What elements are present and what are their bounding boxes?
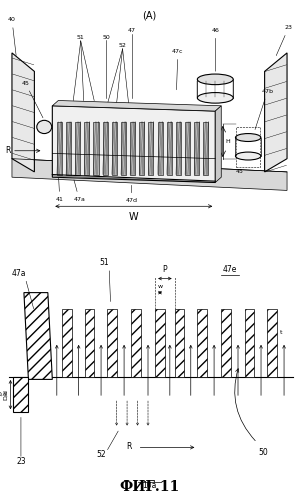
Text: H: H	[226, 139, 231, 144]
Bar	[139, 122, 144, 175]
Bar	[103, 122, 108, 175]
Text: D,d: D,d	[0, 392, 7, 397]
Text: P: P	[163, 265, 167, 274]
Text: 50: 50	[102, 34, 110, 40]
Bar	[267, 309, 277, 377]
Circle shape	[37, 120, 52, 134]
Bar	[158, 122, 163, 175]
Text: 23: 23	[16, 457, 26, 466]
Bar	[203, 122, 208, 175]
Text: D,d: D,d	[4, 389, 8, 400]
Bar	[194, 122, 199, 175]
Text: 52: 52	[97, 450, 106, 459]
Bar	[197, 309, 207, 377]
Text: 41: 41	[56, 175, 64, 202]
Bar	[221, 309, 231, 377]
Text: t: t	[280, 330, 282, 335]
Text: 51: 51	[77, 34, 85, 40]
Text: R: R	[126, 442, 132, 451]
Text: 45: 45	[22, 81, 43, 118]
Bar	[75, 122, 80, 175]
Text: 52: 52	[119, 42, 126, 47]
Bar	[57, 122, 62, 175]
Bar	[66, 122, 71, 175]
Text: 47c: 47c	[172, 49, 184, 90]
Text: 51: 51	[100, 258, 109, 267]
Bar	[185, 122, 190, 175]
Bar	[93, 122, 99, 175]
Ellipse shape	[235, 134, 261, 142]
Polygon shape	[215, 106, 221, 183]
Text: 47d: 47d	[126, 185, 138, 203]
Polygon shape	[52, 106, 215, 183]
Ellipse shape	[197, 74, 233, 85]
Bar	[62, 309, 72, 377]
Text: 47: 47	[128, 28, 135, 33]
Bar	[148, 122, 153, 175]
Text: W: W	[129, 212, 139, 222]
Text: R: R	[5, 146, 10, 155]
Polygon shape	[12, 159, 287, 191]
Text: ФИГ.11: ФИГ.11	[119, 481, 180, 495]
Text: 23: 23	[276, 25, 292, 56]
Polygon shape	[24, 292, 52, 379]
Bar	[131, 309, 141, 377]
Bar	[85, 309, 94, 377]
Ellipse shape	[197, 93, 233, 103]
Text: 47a: 47a	[73, 180, 85, 202]
Bar	[130, 122, 135, 175]
Text: (A): (A)	[142, 10, 157, 20]
Bar	[176, 122, 181, 175]
Bar	[245, 309, 254, 377]
Text: 47b: 47b	[255, 88, 274, 130]
Bar	[112, 122, 117, 175]
Text: 47a: 47a	[12, 269, 26, 278]
Text: 47e: 47e	[223, 265, 237, 274]
Text: 45: 45	[235, 169, 243, 174]
Text: 40: 40	[8, 17, 16, 55]
Text: 46: 46	[211, 28, 219, 71]
Text: 50: 50	[258, 448, 268, 457]
Text: 10a: 10a	[142, 482, 157, 491]
Polygon shape	[12, 53, 34, 172]
Polygon shape	[13, 377, 28, 412]
Bar	[167, 122, 172, 175]
Bar	[121, 122, 126, 175]
Bar	[107, 309, 117, 377]
Text: w: w	[157, 284, 163, 289]
Polygon shape	[52, 100, 221, 111]
Bar	[155, 309, 165, 377]
Bar	[175, 309, 184, 377]
Bar	[84, 122, 89, 175]
Ellipse shape	[235, 152, 261, 160]
Polygon shape	[265, 53, 287, 172]
